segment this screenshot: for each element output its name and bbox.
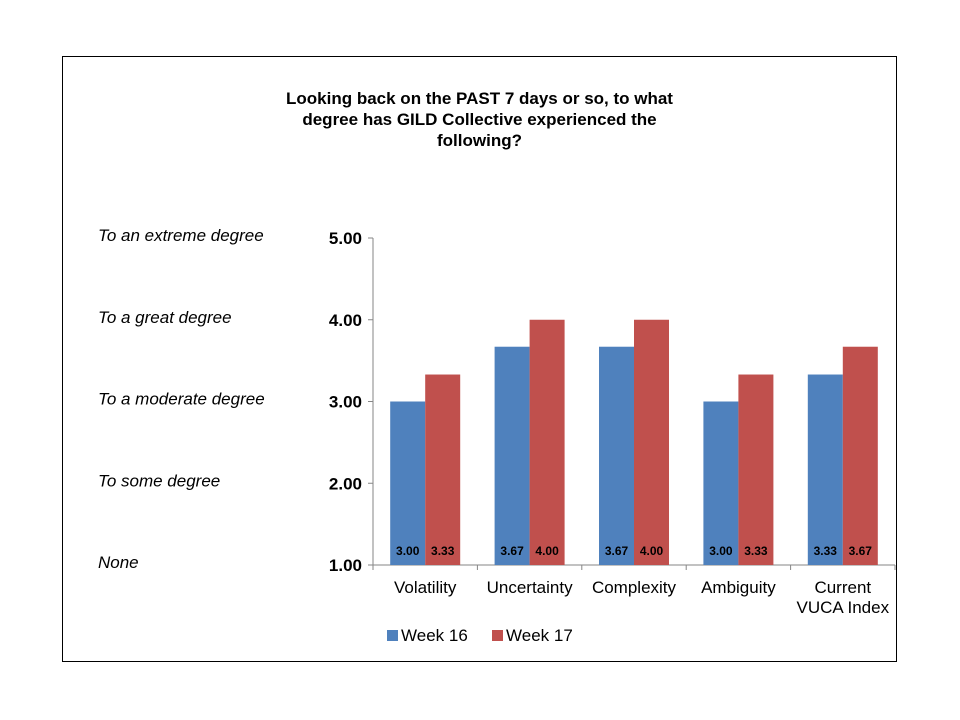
data-label: 3.67 <box>500 544 524 558</box>
data-label: 3.33 <box>431 544 455 558</box>
data-label: 3.00 <box>709 544 733 558</box>
y-tick-label: 4.00 <box>329 311 362 330</box>
bar-week-17 <box>634 319 669 565</box>
scale-label: To a great degree <box>98 308 232 327</box>
scale-label: To some degree <box>98 471 220 490</box>
y-tick-label: 2.00 <box>329 474 362 493</box>
legend-label: Week 17 <box>506 626 573 645</box>
x-tick-label: Current <box>814 578 871 597</box>
bar-week-16 <box>807 374 843 565</box>
bar-week-17 <box>738 374 774 565</box>
x-tick-label: VUCA Index <box>796 598 889 617</box>
scale-label: To an extreme degree <box>98 226 264 245</box>
data-label: 4.00 <box>640 544 664 558</box>
chart-title-line-1: Looking back on the PAST 7 days or so, t… <box>286 89 673 108</box>
data-label: 3.33 <box>744 544 768 558</box>
y-tick-label: 3.00 <box>329 393 362 412</box>
chart-title-line-3: following? <box>437 131 522 150</box>
legend-label: Week 16 <box>401 626 468 645</box>
data-label: 4.00 <box>535 544 559 558</box>
bar-week-16 <box>599 346 634 565</box>
x-tick-label: Ambiguity <box>701 578 776 597</box>
scale-label: None <box>98 553 139 572</box>
bar-week-17 <box>842 346 878 565</box>
chart-frame <box>62 56 897 662</box>
legend-swatch <box>492 630 503 641</box>
bar-week-16 <box>703 401 739 565</box>
legend-swatch <box>387 630 398 641</box>
chart-title: Looking back on the PAST 7 days or so, t… <box>62 88 897 151</box>
bar-week-16 <box>390 401 426 565</box>
bar-week-16 <box>494 346 530 565</box>
data-label: 3.67 <box>605 544 629 558</box>
bar-week-17 <box>529 319 565 565</box>
x-tick-label: Uncertainty <box>487 578 573 597</box>
x-tick-label: Volatility <box>394 578 457 597</box>
chart-title-line-2: degree has GILD Collective experienced t… <box>302 110 657 129</box>
scale-label: To a moderate degree <box>98 390 265 409</box>
data-label: 3.67 <box>849 544 873 558</box>
data-label: 3.00 <box>396 544 420 558</box>
x-tick-label: Complexity <box>592 578 677 597</box>
data-label: 3.33 <box>814 544 838 558</box>
bar-week-17 <box>425 374 461 565</box>
y-tick-label: 5.00 <box>329 229 362 248</box>
y-tick-label: 1.00 <box>329 556 362 575</box>
